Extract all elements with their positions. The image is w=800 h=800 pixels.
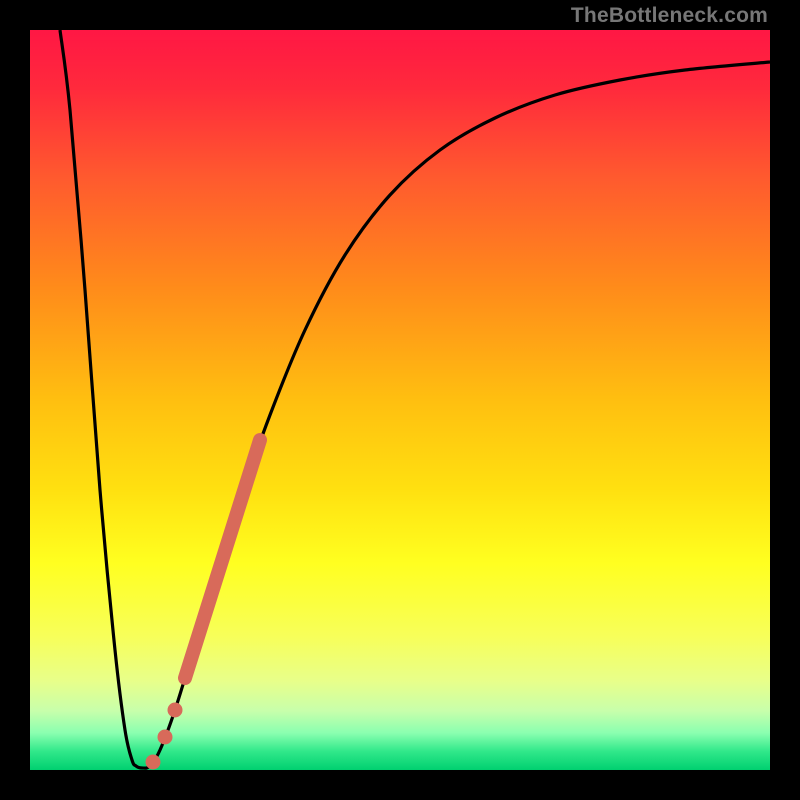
plot-area	[30, 30, 770, 770]
highlight-dot	[168, 703, 183, 718]
highlight-dot	[146, 755, 161, 770]
bottleneck-curve	[60, 30, 770, 768]
curve-layer	[30, 30, 770, 770]
highlight-dot	[158, 730, 173, 745]
highlight-dots	[146, 703, 183, 770]
chart-container: TheBottleneck.com	[0, 0, 800, 800]
watermark-text: TheBottleneck.com	[571, 4, 768, 28]
highlight-segment	[185, 440, 260, 678]
